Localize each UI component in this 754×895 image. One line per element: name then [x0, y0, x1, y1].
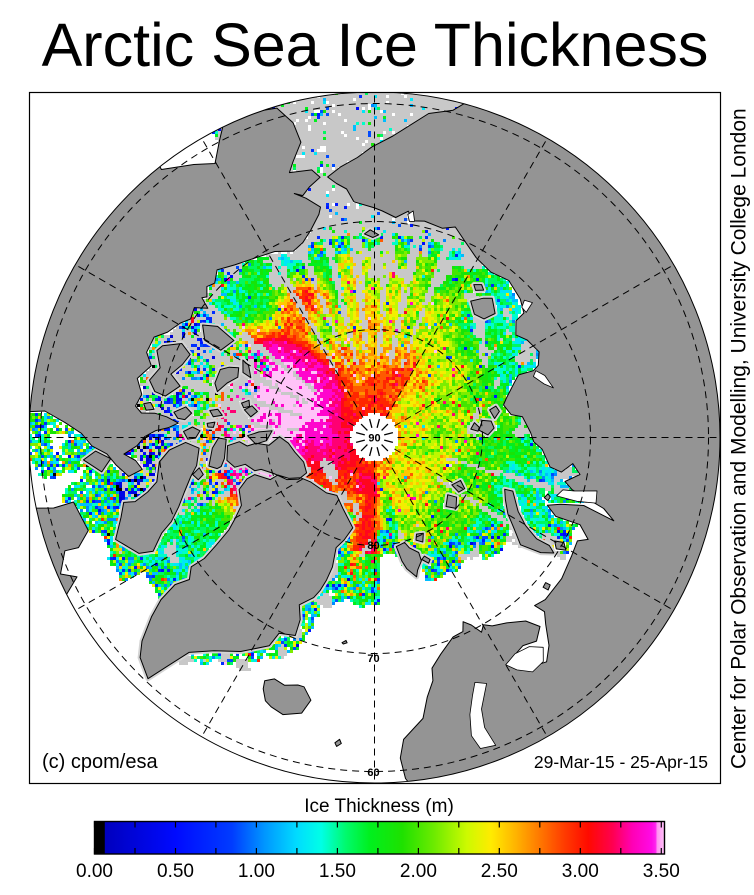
- svg-text:0.00: 0.00: [76, 861, 113, 882]
- svg-text:Arctic Sea Ice Thickness: Arctic Sea Ice Thickness: [42, 11, 709, 79]
- svg-text:1.00: 1.00: [238, 861, 275, 882]
- svg-text:80: 80: [367, 540, 379, 552]
- svg-text:(c) cpom/esa: (c) cpom/esa: [42, 751, 158, 773]
- svg-text:Ice Thickness (m): Ice Thickness (m): [304, 796, 454, 817]
- svg-text:60: 60: [367, 767, 379, 779]
- svg-text:3.50: 3.50: [643, 861, 680, 882]
- svg-text:29-Mar-15 - 25-Apr-15: 29-Mar-15 - 25-Apr-15: [534, 752, 708, 772]
- svg-text:90: 90: [368, 433, 380, 445]
- svg-text:3.00: 3.00: [562, 861, 599, 882]
- svg-text:1.50: 1.50: [319, 861, 356, 882]
- svg-text:2.50: 2.50: [481, 861, 518, 882]
- svg-text:2.00: 2.00: [400, 861, 437, 882]
- svg-text:0.50: 0.50: [157, 861, 194, 882]
- svg-text:Center for Polar Observation a: Center for Polar Observation and Modelli…: [728, 108, 751, 769]
- svg-text:70: 70: [367, 653, 379, 665]
